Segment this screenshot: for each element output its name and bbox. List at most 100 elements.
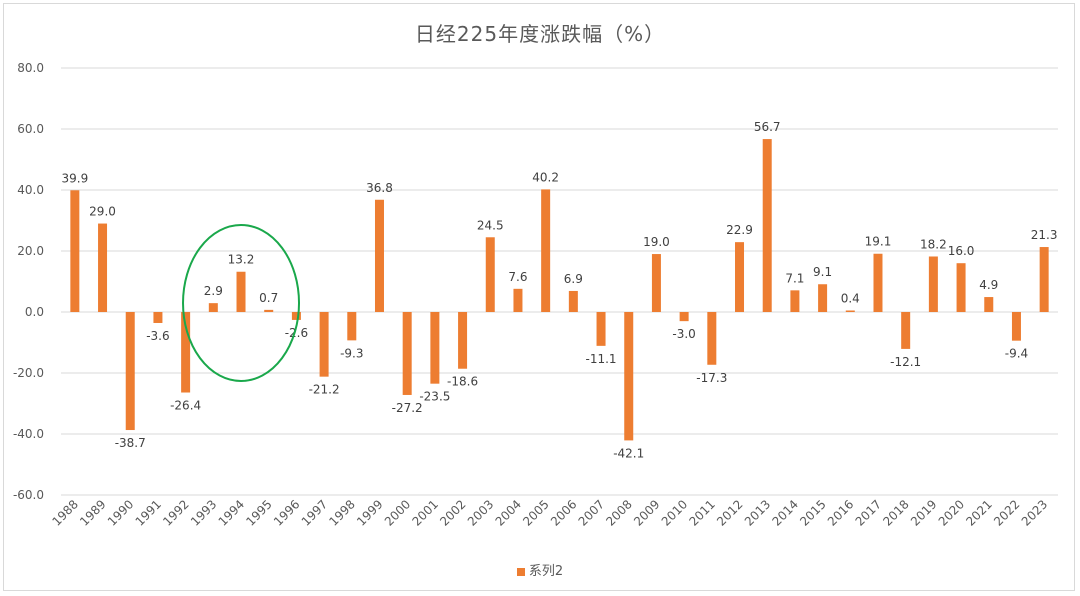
data-label-1991: -3.6 xyxy=(146,329,169,343)
bar-1988 xyxy=(70,190,80,312)
data-label-2023: 21.3 xyxy=(1031,228,1058,242)
bar-2017 xyxy=(873,253,883,312)
bar-2015 xyxy=(818,284,828,312)
legend: 系列2 xyxy=(0,560,1080,579)
x-tick-label-2004: 2004 xyxy=(493,497,524,528)
chart-frame xyxy=(3,3,1075,591)
bar-1997 xyxy=(319,312,329,377)
x-tick-label-2017: 2017 xyxy=(853,497,884,528)
data-label-1996: -2.6 xyxy=(285,326,308,340)
x-tick-label-2011: 2011 xyxy=(686,497,717,528)
data-label-2017: 19.1 xyxy=(865,235,892,249)
y-tick-label: -40.0 xyxy=(13,427,44,441)
data-label-2004: 7.6 xyxy=(508,270,527,284)
bar-2014 xyxy=(790,290,800,312)
bar-2003 xyxy=(485,237,495,312)
x-tick-label-2000: 2000 xyxy=(382,497,413,528)
x-tick-label-1990: 1990 xyxy=(105,497,136,528)
y-tick-label: 20.0 xyxy=(17,244,44,258)
bar-2009 xyxy=(651,254,661,312)
x-tick-label-2014: 2014 xyxy=(770,497,801,528)
data-label-2002: -18.6 xyxy=(447,375,478,389)
x-tick-label-1998: 1998 xyxy=(326,497,357,528)
data-label-2022: -9.4 xyxy=(1005,347,1028,361)
y-tick-label: 0.0 xyxy=(25,305,44,319)
x-tick-label-2016: 2016 xyxy=(825,497,856,528)
x-tick-label-2013: 2013 xyxy=(742,497,773,528)
bar-2005 xyxy=(541,189,551,312)
data-label-2012: 22.9 xyxy=(726,223,753,237)
bar-2007 xyxy=(596,312,606,346)
data-label-2020: 16.0 xyxy=(948,244,975,258)
bar-2012 xyxy=(735,242,745,312)
x-tick-label-2022: 2022 xyxy=(991,497,1022,528)
data-label-2018: -12.1 xyxy=(890,355,921,369)
x-tick-label-2001: 2001 xyxy=(409,497,440,528)
x-tick-label-2023: 2023 xyxy=(1019,497,1050,528)
x-tick-label-2006: 2006 xyxy=(548,497,579,528)
y-tick-label: -20.0 xyxy=(13,366,44,380)
data-label-2019: 18.2 xyxy=(920,237,947,251)
x-tick-label-1993: 1993 xyxy=(188,497,219,528)
data-label-1999: 36.8 xyxy=(366,181,393,195)
bar-2023 xyxy=(1039,247,1049,312)
legend-label: 系列2 xyxy=(528,564,564,579)
bar-2002 xyxy=(458,312,468,369)
data-label-2000: -27.2 xyxy=(392,401,423,415)
x-tick-label-1988: 1988 xyxy=(49,497,80,528)
bar-2010 xyxy=(679,312,689,322)
bar-1998 xyxy=(347,312,357,341)
x-tick-label-1999: 1999 xyxy=(354,497,385,528)
bar-2004 xyxy=(513,288,523,312)
data-label-2015: 9.1 xyxy=(813,265,832,279)
data-label-1995: 0.7 xyxy=(259,291,278,305)
bar-2011 xyxy=(707,312,717,365)
bar-2006 xyxy=(568,290,578,312)
x-tick-label-2003: 2003 xyxy=(465,497,496,528)
annotation xyxy=(182,224,301,382)
bar-1989 xyxy=(98,223,108,312)
bar-1990 xyxy=(125,312,135,431)
data-labels: 39.9 29.0 -38.7 -3.6 -26.4 2.9 13.2 0.7 -2.6 -21.… xyxy=(61,120,1057,460)
bars xyxy=(70,139,1049,441)
data-label-1989: 29.0 xyxy=(89,205,116,219)
data-label-2011: -17.3 xyxy=(696,371,727,385)
x-tick-label-2009: 2009 xyxy=(631,497,662,528)
data-label-1992: -26.4 xyxy=(170,399,201,413)
x-axis: 1988198919901991199219931994199519961997… xyxy=(49,497,1050,528)
x-tick-label-2012: 2012 xyxy=(714,497,745,528)
x-tick-label-2002: 2002 xyxy=(437,497,468,528)
data-label-1988: 39.9 xyxy=(61,171,88,185)
bar-2018 xyxy=(901,312,911,349)
data-label-2010: -3.0 xyxy=(672,327,695,341)
bar-2019 xyxy=(928,256,938,312)
data-label-2001: -23.5 xyxy=(419,390,450,404)
data-label-2003: 24.5 xyxy=(477,218,504,232)
bar-2000 xyxy=(402,312,412,395)
y-tick-label: 80.0 xyxy=(17,61,44,75)
x-tick-label-2007: 2007 xyxy=(576,497,607,528)
x-tick-label-1989: 1989 xyxy=(77,497,108,528)
x-tick-label-2010: 2010 xyxy=(659,497,690,528)
data-label-2013: 56.7 xyxy=(754,120,781,134)
bar-2020 xyxy=(956,263,966,312)
x-tick-label-1996: 1996 xyxy=(271,497,302,528)
bar-2001 xyxy=(430,312,440,384)
x-tick-label-2005: 2005 xyxy=(520,497,551,528)
gridlines xyxy=(61,67,1058,496)
x-tick-label-2015: 2015 xyxy=(797,497,828,528)
y-tick-label: 60.0 xyxy=(17,122,44,136)
y-axis: 80.0 60.0 40.0 20.0 0.0 -20.0 -40.0 -60.0 xyxy=(13,61,44,502)
data-label-2016: 0.4 xyxy=(841,292,860,306)
data-label-2007: -11.1 xyxy=(586,352,617,366)
x-tick-label-1997: 1997 xyxy=(299,497,330,528)
data-label-1994: 13.2 xyxy=(228,253,255,267)
data-label-2008: -42.1 xyxy=(613,446,644,460)
data-label-1990: -38.7 xyxy=(115,436,146,450)
x-tick-label-2019: 2019 xyxy=(908,497,939,528)
bar-1992 xyxy=(181,312,191,393)
x-tick-label-2021: 2021 xyxy=(963,497,994,528)
data-label-1997: -21.2 xyxy=(309,383,340,397)
data-label-2021: 4.9 xyxy=(979,278,998,292)
x-tick-label-1994: 1994 xyxy=(216,497,247,528)
